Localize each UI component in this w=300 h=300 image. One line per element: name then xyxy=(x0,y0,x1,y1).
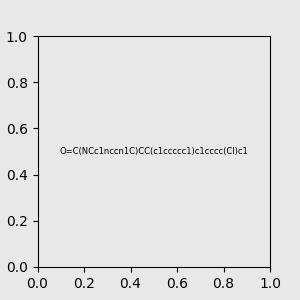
Text: O=C(NCc1nccn1C)CC(c1ccccc1)c1cccc(Cl)c1: O=C(NCc1nccn1C)CC(c1ccccc1)c1cccc(Cl)c1 xyxy=(59,147,248,156)
